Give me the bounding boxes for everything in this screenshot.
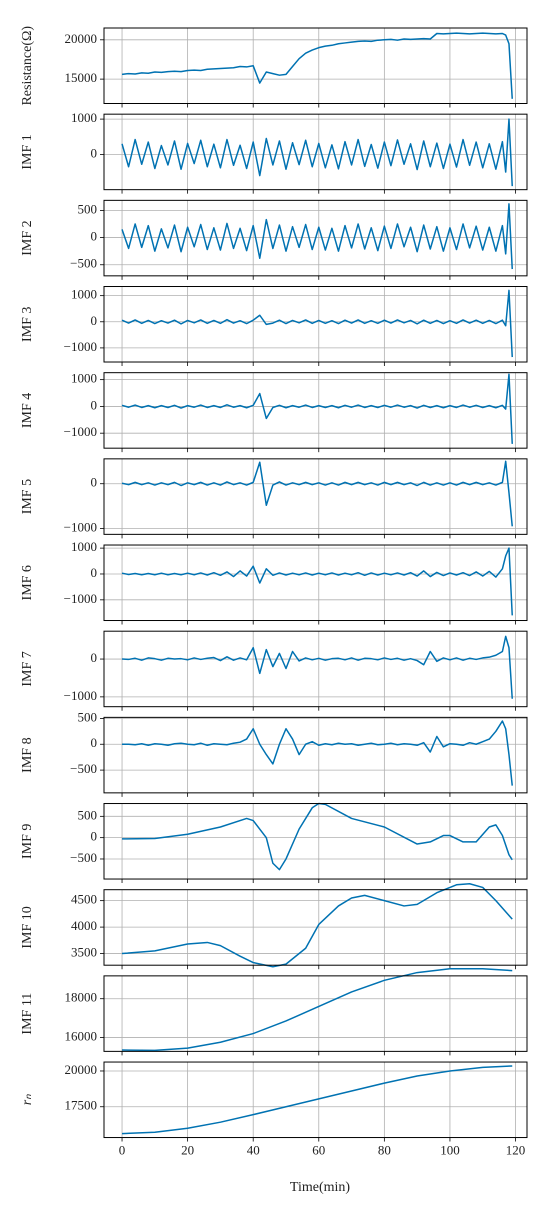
panel-frame (103, 630, 528, 708)
y-tick-label: 18000 (65, 990, 98, 1005)
y-axis-label: IMF 6 (20, 565, 35, 600)
y-tick-label: 4500 (71, 892, 97, 907)
y-tick-label: 17500 (65, 1098, 98, 1113)
panel-frame (103, 975, 528, 1052)
data-line (121, 373, 513, 444)
y-axis-label: IMF 7 (20, 651, 35, 686)
y-tick-label: 0 (91, 397, 98, 412)
data-line (122, 967, 513, 1052)
y-axis-label: rₙ (20, 1094, 35, 1105)
x-tick-label: 0 (119, 1143, 126, 1158)
panel-frame (103, 544, 528, 622)
y-tick-label: −500 (70, 761, 97, 776)
data-line (121, 1065, 513, 1135)
y-axis-label: IMF 1 (20, 134, 35, 169)
y-tick-label: 4000 (71, 918, 97, 933)
x-tick-label: 20 (181, 1143, 194, 1158)
y-tick-label: 0 (91, 475, 98, 490)
data-line (121, 32, 513, 99)
y-tick-label: 500 (78, 807, 98, 822)
data-line (121, 289, 513, 358)
y-tick-label: 0 (91, 829, 98, 844)
y-tick-label: 0 (91, 145, 98, 160)
x-tick-label: 80 (378, 1143, 391, 1158)
data-line (122, 802, 513, 871)
x-tick-label: 60 (312, 1143, 325, 1158)
y-tick-label: 16000 (65, 1028, 98, 1043)
y-axis-label: IMF 8 (20, 737, 35, 772)
y-tick-label: −1000 (64, 591, 97, 606)
y-axis-label: IMF 3 (20, 307, 35, 342)
data-line (121, 547, 513, 616)
y-tick-label: −500 (70, 850, 97, 865)
y-tick-label: 1000 (71, 287, 97, 302)
data-line (121, 635, 513, 699)
panel-frame (103, 458, 528, 535)
y-tick-label: 1000 (71, 539, 97, 554)
x-axis-label: Time(min) (290, 1180, 350, 1195)
data-line (121, 203, 513, 270)
data-line (121, 460, 513, 527)
y-axis-label: IMF 10 (20, 906, 35, 948)
y-axis-label: IMF 11 (20, 993, 35, 1035)
y-axis-label: IMF 5 (20, 479, 35, 514)
y-tick-label: −500 (70, 256, 97, 271)
y-tick-label: 20000 (65, 1062, 98, 1077)
y-axis-label: IMF 4 (20, 393, 35, 428)
y-tick-label: 1000 (71, 371, 97, 386)
panel-frame (103, 716, 528, 794)
y-tick-label: 3500 (71, 945, 97, 960)
x-tick-label: 40 (247, 1143, 260, 1158)
y-tick-label: −1000 (64, 520, 97, 535)
y-tick-label: −1000 (64, 424, 97, 439)
y-tick-label: 1000 (71, 110, 97, 125)
y-axis-label: IMF 9 (20, 824, 35, 859)
y-tick-label: −1000 (64, 688, 97, 703)
panel-frame (103, 803, 528, 880)
y-axis-label: Resistance(Ω) (20, 26, 35, 106)
y-tick-label: 20000 (65, 31, 98, 46)
y-tick-label: 500 (78, 709, 98, 724)
y-tick-label: 15000 (65, 70, 98, 85)
data-line (122, 720, 513, 786)
y-tick-label: 0 (91, 735, 98, 750)
panel-frame (103, 372, 528, 449)
y-tick-label: 500 (78, 201, 98, 216)
y-tick-label: 0 (91, 565, 98, 580)
panel-frame (103, 286, 528, 363)
panel-frame (103, 1061, 528, 1139)
y-tick-label: 0 (91, 650, 98, 665)
y-tick-label: 0 (91, 229, 98, 244)
data-line (121, 118, 513, 187)
x-tick-label: 120 (506, 1143, 526, 1158)
panel-frame (103, 199, 528, 277)
panel-frame (103, 27, 528, 104)
panel-frame (103, 889, 528, 966)
y-axis-label: IMF 2 (20, 220, 35, 255)
x-tick-label: 100 (440, 1143, 460, 1158)
y-tick-label: 0 (91, 313, 98, 328)
y-tick-label: −1000 (64, 339, 97, 354)
panel-frame (103, 113, 528, 191)
data-line (121, 882, 513, 968)
